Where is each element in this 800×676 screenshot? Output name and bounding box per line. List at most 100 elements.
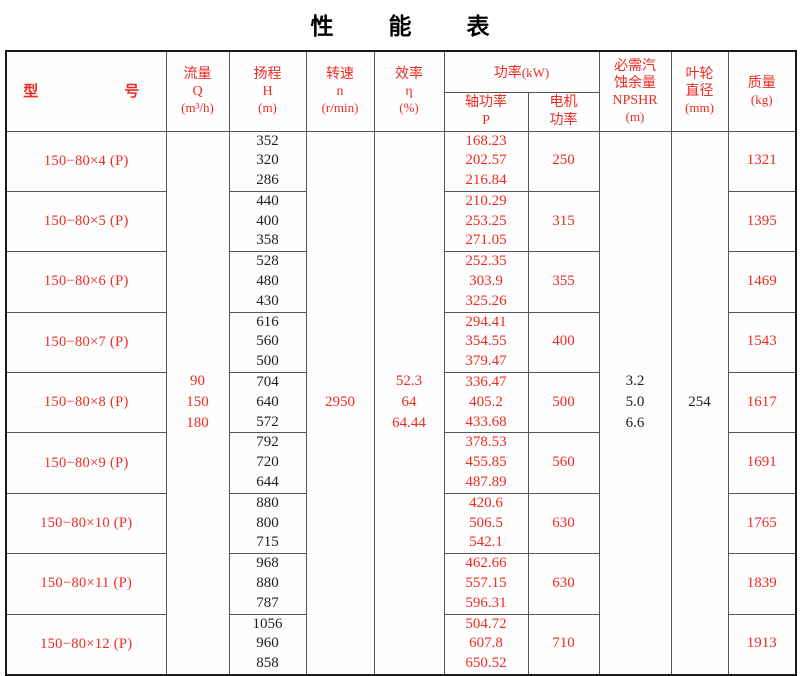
head-value-2: 720 — [256, 454, 279, 471]
head-value-1: 704 — [256, 374, 279, 391]
cell-shaft-power: 336.47 405.2 433.68 — [443, 372, 529, 434]
shaft-power-value-3: 433.68 — [465, 413, 507, 430]
col-header-power-group: 功率(kW) — [443, 50, 600, 93]
cell-efficiency-merged: 52.3 64 64.44 — [373, 130, 445, 676]
table-row: 150−80×11 (P) 968 880 787 462.66 557.15 596.31… — [5, 553, 797, 615]
cell-motor-power: 630 — [527, 553, 600, 615]
header-row-secondary: 轴功率 P 电机 功率 — [6, 91, 796, 132]
cell-model: 150−80×9 (P) — [5, 432, 167, 494]
shaft-power-value-2: 506.5 — [469, 514, 503, 531]
header-row-primary: 型 号 流量 Q (m³/h) 扬程 H (m) 转速 n — [5, 50, 797, 132]
cell-npshr-merged: 3.2 5.0 6.6 — [598, 130, 672, 676]
cell-head: 968 880 787 — [228, 553, 307, 615]
shaft-power-value-3: 216.84 — [465, 172, 507, 189]
table-body: 150−80×4 (P) 90 150 180 352 320 286 2950 52.3 64 6… — [5, 130, 797, 676]
col-header-speed-symbol: n — [336, 84, 344, 100]
npshr-value-3: 6.6 — [625, 415, 645, 432]
shaft-power-value-1: 294.41 — [465, 313, 507, 330]
shaft-power-value-3: 487.89 — [465, 474, 507, 491]
col-header-impeller-line2: 直径 — [685, 83, 714, 100]
col-header-head-name: 扬程 — [253, 66, 282, 83]
head-value-3: 358 — [256, 232, 279, 249]
table-row: 150−80×10 (P) 880 800 715 420.6 506.5 542.1 630… — [5, 492, 797, 555]
col-header-shaft-power-symbol: P — [482, 112, 490, 128]
head-value-2: 400 — [256, 212, 279, 229]
cell-mass: 1395 — [727, 190, 797, 253]
cell-model: 150−80×4 (P) — [5, 130, 167, 192]
cell-motor-power: 500 — [527, 372, 600, 434]
head-value-3: 500 — [256, 353, 279, 370]
head-value-2: 960 — [256, 635, 279, 652]
table-row: 150−80×7 (P) 616 560 500 294.41 354.55 379.47 4… — [5, 311, 797, 374]
cell-shaft-power: 378.53 455.85 487.89 — [443, 432, 529, 494]
cell-mass: 1839 — [727, 553, 797, 615]
cell-impeller-diameter-merged: 254 — [670, 130, 729, 676]
head-value-1: 968 — [256, 555, 279, 572]
cell-head: 1056 960 858 — [228, 613, 307, 676]
performance-table-wrapper: 型 号 流量 Q (m³/h) 扬程 H (m) 转速 n — [5, 50, 797, 676]
col-header-efficiency-unit: (%) — [399, 100, 419, 116]
cell-model: 150−80×10 (P) — [5, 492, 167, 555]
table-header: 型 号 流量 Q (m³/h) 扬程 H (m) 转速 n — [5, 50, 797, 132]
shaft-power-value-1: 378.53 — [465, 434, 507, 451]
table-row: 150−80×9 (P) 792 720 644 378.53 455.85 487.89 5… — [5, 432, 797, 494]
cell-flow-merged: 90 150 180 — [165, 130, 230, 676]
cell-shaft-power: 504.72 607.8 650.52 — [443, 613, 529, 676]
cell-head: 528 480 430 — [228, 251, 307, 313]
shaft-power-value-3: 542.1 — [469, 534, 503, 551]
cell-motor-power: 315 — [527, 190, 600, 253]
head-value-1: 440 — [256, 192, 279, 209]
shaft-power-value-2: 354.55 — [465, 333, 507, 350]
col-header-power-group-unit: (kW) — [521, 64, 550, 80]
flow-value-3: 180 — [186, 415, 209, 432]
col-header-power-group-name: 功率 — [493, 64, 522, 81]
cell-motor-power: 560 — [527, 432, 600, 494]
shaft-power-value-3: 379.47 — [465, 353, 507, 370]
col-header-motor-power: 电机 功率 — [527, 91, 600, 132]
cell-head: 352 320 286 — [228, 130, 307, 192]
shaft-power-value-3: 325.26 — [465, 292, 507, 309]
cell-mass: 1913 — [727, 613, 797, 676]
col-header-motor-power-line1: 电机 — [549, 94, 578, 111]
col-header-speed-unit: (r/min) — [321, 100, 359, 116]
head-value-1: 352 — [256, 132, 279, 149]
head-value-2: 320 — [256, 152, 279, 169]
cell-head: 792 720 644 — [228, 432, 307, 494]
col-header-model: 型 号 — [5, 50, 167, 132]
table-row: 150−80×4 (P) 90 150 180 352 320 286 2950 52.3 64 6… — [5, 130, 797, 676]
col-header-flow: 流量 Q (m³/h) — [165, 50, 230, 132]
head-value-1: 792 — [256, 434, 279, 451]
cell-shaft-power: 420.6 506.5 542.1 — [443, 492, 529, 555]
shaft-power-value-2: 303.9 — [469, 273, 503, 290]
cell-shaft-power: 168.23 202.57 216.84 — [443, 130, 529, 192]
shaft-power-value-2: 405.2 — [469, 393, 503, 410]
table-row: 150−80×6 (P) 528 480 430 252.35 303.9 325.26 35… — [5, 251, 797, 313]
efficiency-value-1: 52.3 — [395, 373, 423, 390]
cell-mass: 1765 — [727, 492, 797, 555]
cell-mass: 1691 — [727, 432, 797, 494]
cell-mass: 1469 — [727, 251, 797, 313]
shaft-power-value-2: 202.57 — [465, 152, 507, 169]
cell-shaft-power: 462.66 557.15 596.31 — [443, 553, 529, 615]
cell-mass: 1321 — [727, 130, 797, 192]
npshr-value-1: 3.2 — [625, 373, 645, 390]
cell-motor-power: 250 — [527, 130, 600, 192]
head-value-2: 560 — [256, 333, 279, 350]
col-header-npshr-line4: (m) — [625, 108, 645, 124]
shaft-power-value-1: 420.6 — [469, 494, 503, 511]
col-header-npshr-line3: NPSHR — [612, 92, 658, 108]
col-header-mass: 质量 (kg) — [727, 50, 797, 132]
col-header-mass-unit: (kg) — [750, 91, 773, 107]
table-row: 150−80×8 (P) 704 640 572 336.47 405.2 433.68 50… — [5, 372, 797, 434]
shaft-power-value-3: 596.31 — [465, 594, 507, 611]
shaft-power-value-1: 336.47 — [465, 374, 507, 391]
cell-model: 150−80×6 (P) — [5, 251, 167, 313]
page-title: 性 能 表 — [310, 14, 503, 40]
col-header-flow-unit: (m³/h) — [181, 100, 214, 116]
npshr-value-2: 5.0 — [625, 394, 645, 411]
head-value-3: 644 — [256, 474, 279, 491]
col-header-npshr: 必需汽 蚀余量 NPSHR (m) — [598, 50, 672, 132]
cell-mass: 1617 — [727, 372, 797, 434]
col-header-shaft-power: 轴功率 P — [443, 91, 529, 132]
head-value-2: 480 — [256, 273, 279, 290]
